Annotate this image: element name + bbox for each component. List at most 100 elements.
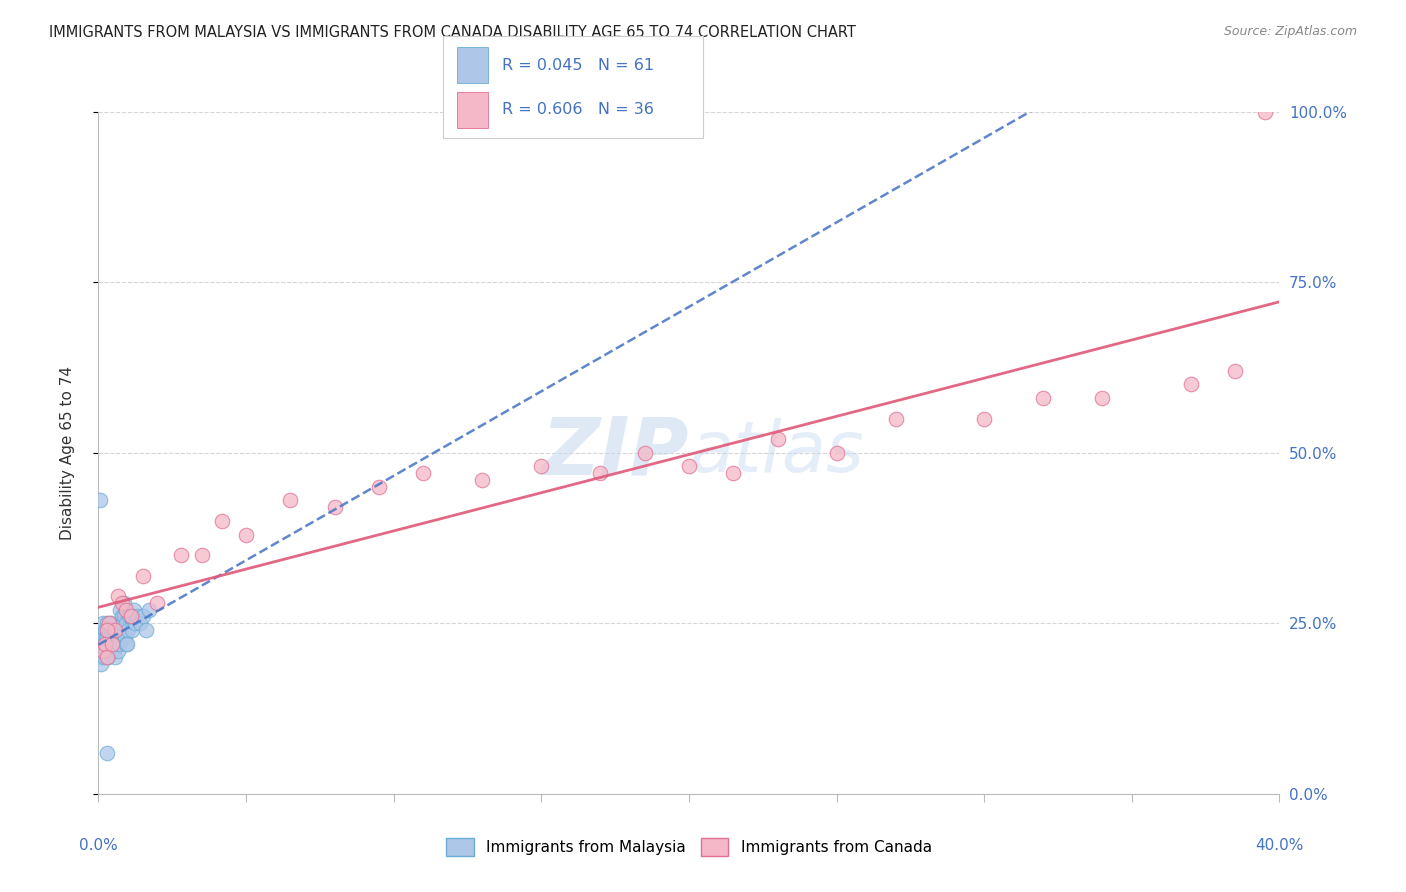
Point	[94, 630, 117, 644]
Point	[1254, 104, 1277, 119]
Point	[634, 446, 657, 460]
Point	[678, 459, 700, 474]
Point	[107, 643, 129, 657]
Text: R = 0.606   N = 36: R = 0.606 N = 36	[502, 103, 654, 117]
Point	[103, 623, 125, 637]
Text: atlas: atlas	[689, 418, 863, 487]
Point	[125, 609, 148, 624]
Point	[973, 411, 995, 425]
Point	[146, 596, 169, 610]
Point	[100, 637, 122, 651]
Point	[97, 637, 120, 651]
Point	[98, 643, 121, 657]
Point	[111, 596, 134, 610]
Point	[97, 623, 120, 637]
Point	[96, 637, 118, 651]
Point	[118, 609, 141, 624]
Point	[112, 596, 135, 610]
Point	[589, 466, 612, 480]
Point	[412, 466, 434, 480]
Point	[104, 630, 127, 644]
Point	[104, 623, 127, 637]
Point	[105, 623, 128, 637]
Point	[1225, 364, 1247, 378]
Point	[120, 609, 142, 624]
Point	[94, 623, 117, 637]
Point	[94, 643, 117, 657]
Point	[91, 616, 114, 631]
Point	[105, 637, 128, 651]
Point	[97, 650, 120, 665]
Point	[94, 637, 117, 651]
Point	[530, 459, 553, 474]
Point	[91, 643, 114, 657]
Point	[93, 630, 115, 644]
Point	[98, 630, 121, 644]
Point	[114, 630, 136, 644]
Point	[132, 568, 155, 582]
Point	[104, 637, 127, 651]
Point	[115, 602, 138, 616]
Point	[191, 548, 214, 562]
Point	[110, 623, 132, 637]
Point	[90, 657, 112, 672]
Point	[170, 548, 193, 562]
Point	[100, 630, 122, 644]
Point	[121, 623, 143, 637]
Point	[110, 616, 132, 631]
Y-axis label: Disability Age 65 to 74: Disability Age 65 to 74	[60, 366, 75, 540]
Point	[323, 500, 346, 515]
Point	[280, 493, 302, 508]
Point	[111, 609, 134, 624]
Point	[96, 630, 118, 644]
Point	[107, 630, 129, 644]
Text: ZIP: ZIP	[541, 414, 689, 491]
Point	[94, 643, 117, 657]
Point	[96, 623, 118, 637]
Text: Source: ZipAtlas.com: Source: ZipAtlas.com	[1223, 25, 1357, 38]
Text: 0.0%: 0.0%	[79, 838, 118, 854]
Point	[96, 650, 118, 665]
Point	[101, 637, 124, 651]
Point	[111, 616, 134, 631]
Text: IMMIGRANTS FROM MALAYSIA VS IMMIGRANTS FROM CANADA DISABILITY AGE 65 TO 74 CORRE: IMMIGRANTS FROM MALAYSIA VS IMMIGRANTS F…	[49, 25, 856, 40]
Point	[114, 637, 136, 651]
Point	[471, 473, 494, 487]
Point	[1180, 377, 1202, 392]
Point	[112, 609, 135, 624]
Point	[96, 616, 118, 631]
Point	[91, 643, 114, 657]
Point	[90, 637, 112, 651]
Text: R = 0.045   N = 61: R = 0.045 N = 61	[502, 58, 654, 72]
Point	[104, 650, 127, 665]
Point	[91, 637, 114, 651]
Point	[117, 623, 139, 637]
Point	[766, 432, 789, 446]
Point	[211, 514, 233, 528]
Point	[108, 637, 131, 651]
Point	[107, 589, 129, 603]
Point	[122, 602, 145, 616]
Point	[97, 616, 120, 631]
Point	[124, 616, 146, 631]
Point	[89, 650, 111, 665]
Point	[1032, 391, 1054, 405]
Point	[103, 643, 125, 657]
Point	[120, 609, 142, 624]
Point	[93, 650, 115, 665]
Point	[1091, 391, 1114, 405]
Point	[108, 602, 131, 616]
Point	[138, 602, 160, 616]
Point	[235, 527, 257, 541]
Point	[128, 616, 150, 631]
Point	[117, 637, 139, 651]
Point	[89, 493, 111, 508]
Point	[115, 616, 138, 631]
Point	[97, 637, 120, 651]
Point	[98, 637, 121, 651]
Point	[96, 623, 118, 637]
Point	[100, 616, 122, 631]
Point	[825, 446, 848, 460]
Legend: Immigrants from Malaysia, Immigrants from Canada: Immigrants from Malaysia, Immigrants fro…	[440, 832, 938, 862]
Text: 40.0%: 40.0%	[1256, 838, 1303, 854]
